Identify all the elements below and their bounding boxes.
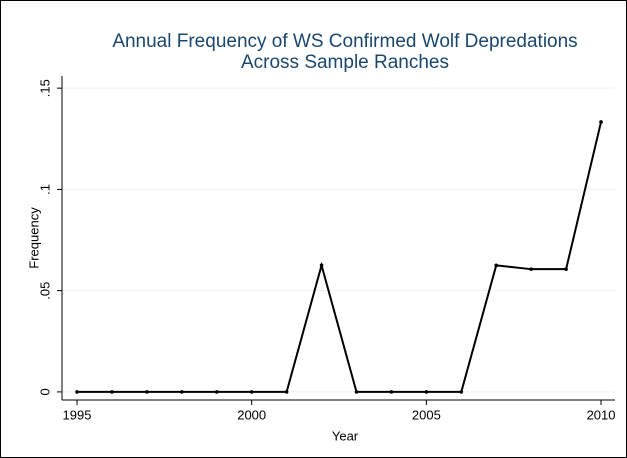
y-tick-label: .1 bbox=[37, 184, 52, 195]
point bbox=[145, 390, 149, 394]
x-tick-label: 2005 bbox=[412, 407, 441, 422]
chart-title: Annual Frequency of WS Confirmed Wolf De… bbox=[112, 31, 577, 52]
point bbox=[564, 267, 568, 271]
x-axis-label: Year bbox=[332, 428, 359, 443]
point bbox=[214, 390, 219, 394]
y-axis-label: Frequency bbox=[26, 207, 41, 269]
point bbox=[494, 263, 499, 268]
point bbox=[354, 390, 359, 394]
point bbox=[249, 390, 254, 394]
point bbox=[319, 263, 324, 268]
point bbox=[389, 390, 394, 394]
x-tick-label: 1995 bbox=[63, 407, 92, 422]
x-tick-label: 2000 bbox=[237, 407, 266, 422]
chart-title: Across Sample Ranches bbox=[241, 52, 449, 73]
point bbox=[180, 390, 184, 394]
point bbox=[75, 390, 79, 394]
point bbox=[284, 390, 289, 394]
point bbox=[529, 267, 533, 271]
y-tick-label: 0 bbox=[37, 388, 52, 395]
line bbox=[77, 121, 602, 393]
point bbox=[110, 390, 114, 394]
y-tick-label: .15 bbox=[37, 79, 52, 97]
point bbox=[599, 120, 603, 124]
x-tick-label: 2010 bbox=[587, 407, 616, 422]
y-tick-label: .05 bbox=[37, 282, 52, 300]
point bbox=[459, 390, 464, 394]
point bbox=[424, 390, 429, 394]
